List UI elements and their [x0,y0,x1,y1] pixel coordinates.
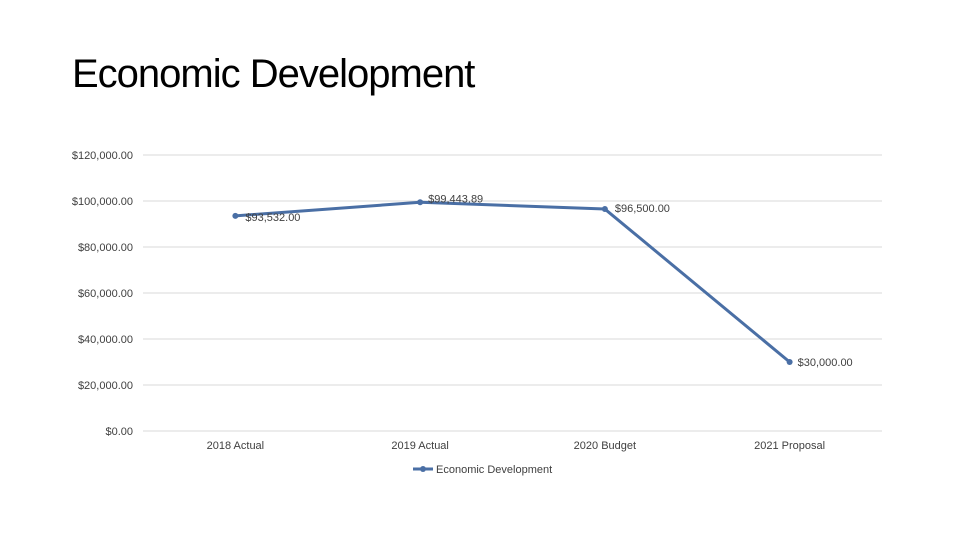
legend-label: Economic Development [436,464,552,476]
data-point [417,199,424,206]
x-tick-label: 2021 Proposal [754,440,825,452]
x-tick-label: 2020 Budget [574,440,636,452]
y-tick-label: $40,000.00 [78,334,133,346]
x-tick-label: 2018 Actual [207,440,265,452]
chart-series [232,199,793,365]
x-axis-tick-labels: 2018 Actual 2019 Actual 2020 Budget 2021 Pr… [207,440,825,452]
series-line [235,200,791,364]
y-tick-label: $0.00 [105,426,133,438]
legend-marker [420,466,426,472]
data-point [786,359,793,365]
y-tick-label: $60,000.00 [78,288,133,300]
data-label: $30,000.00 [798,357,853,369]
y-tick-label: $120,000.00 [72,150,133,162]
y-tick-label: $80,000.00 [78,242,133,254]
x-tick-label: 2019 Actual [391,440,449,452]
slide-title: Economic Development [72,52,475,96]
data-label: $96,500.00 [615,203,670,215]
data-point [601,206,608,213]
chart-data-labels: $93,532.00 $99,443.89 $96,500.00 $30,000.00 [245,193,852,369]
data-label: $99,443.89 [428,193,483,205]
chart-legend: Economic Development [413,464,552,476]
y-tick-label: $20,000.00 [78,380,133,392]
data-point [232,212,239,219]
chart-gridlines [143,154,882,432]
y-tick-label: $100,000.00 [72,196,133,208]
data-label: $93,532.00 [245,212,300,224]
y-axis-tick-labels: $0.00 $20,000.00 $40,000.00 $60,000.00 $80,0… [72,150,133,438]
